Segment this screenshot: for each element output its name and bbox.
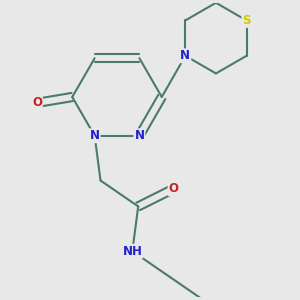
Text: O: O bbox=[169, 182, 178, 195]
Text: N: N bbox=[134, 129, 144, 142]
Text: N: N bbox=[90, 129, 100, 142]
Text: O: O bbox=[32, 96, 42, 110]
Text: S: S bbox=[242, 14, 251, 27]
Text: NH: NH bbox=[122, 245, 142, 258]
Text: N: N bbox=[180, 49, 190, 62]
